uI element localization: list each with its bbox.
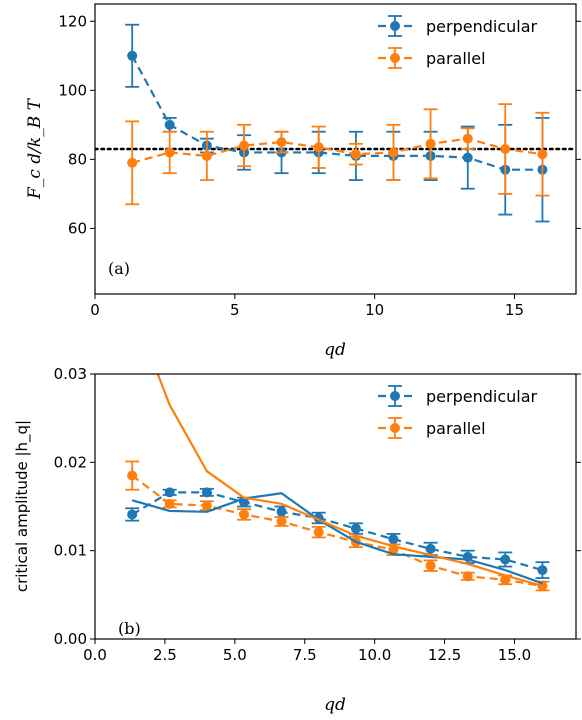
panel-b-legend: perpendicular parallel — [378, 385, 538, 439]
data-point-parallel — [127, 470, 138, 481]
legend-label-parallel: parallel — [426, 49, 486, 68]
legend-marker-perpendicular — [390, 21, 400, 31]
y-tick-label: 0.02 — [54, 453, 87, 471]
x-tick-label: 7.5 — [293, 646, 317, 664]
y-tick-label: 100 — [58, 81, 87, 99]
panel-b-plot-area — [125, 374, 550, 592]
data-point-parallel — [350, 149, 361, 160]
panel-a-plot-area — [95, 23, 576, 223]
y-tick-label: 0.00 — [54, 630, 87, 648]
data-point-parallel — [500, 144, 511, 154]
data-point-parallel — [127, 157, 138, 168]
data-point-perpendicular — [127, 509, 138, 520]
x-tick-label: 10.0 — [358, 646, 391, 664]
panel-b-ylabel: critical amplitude |h_q| — [13, 420, 32, 592]
data-point-parallel — [201, 500, 212, 511]
model-line-perpendicular — [131, 492, 543, 585]
panel-a-ticks: 0 5 10 15 60 80 100 120 — [58, 12, 581, 319]
data-point-parallel — [164, 147, 175, 158]
panel-a-ylabel: F_c d/k_B T — [25, 97, 45, 200]
data-point-perpendicular — [500, 554, 511, 565]
data-point-parallel — [239, 509, 250, 520]
panel-b-xlabel: qd — [324, 695, 346, 715]
y-tick-label: 0.03 — [54, 365, 87, 383]
series-line-parallel — [131, 137, 543, 164]
data-point-parallel — [313, 527, 324, 538]
series-line-perpendicular — [131, 491, 543, 572]
data-point-parallel — [239, 140, 250, 151]
x-tick-label: 5 — [230, 301, 240, 319]
data-point-parallel — [425, 560, 436, 571]
panel-a-legend: perpendicular parallel — [378, 15, 538, 69]
data-point-parallel — [462, 571, 473, 582]
panel-b: 0.0 2.5 5.0 7.5 10.0 12.5 15.0 0.00 0.01 0.02 0.03… — [13, 365, 581, 715]
x-tick-label: 15.0 — [498, 646, 531, 664]
data-point-perpendicular — [537, 565, 548, 576]
data-point-parallel — [276, 516, 287, 527]
data-point-perpendicular — [350, 523, 361, 534]
legend-marker-parallel — [390, 423, 400, 433]
x-tick-label: 10 — [365, 301, 384, 319]
panel-b-ticks: 0.0 2.5 5.0 7.5 10.0 12.5 15.0 0.00 0.01 0.02 0.03 — [54, 365, 581, 664]
y-tick-label: 80 — [68, 150, 87, 168]
x-tick-label: 0.0 — [83, 646, 107, 664]
data-point-perpendicular — [164, 119, 175, 130]
data-point-perpendicular — [462, 152, 473, 163]
model-line-parallel — [156, 374, 543, 588]
x-tick-label: 0 — [90, 301, 100, 319]
panel-a: 0 5 10 15 60 80 100 120 (a) qd F_c d/k_B T perp… — [25, 3, 581, 360]
data-point-perpendicular — [201, 487, 212, 498]
panel-b-frame — [94, 373, 577, 640]
data-point-perpendicular — [127, 50, 138, 61]
legend-label-parallel: parallel — [426, 419, 486, 438]
data-point-perpendicular — [164, 487, 175, 498]
data-point-parallel — [425, 138, 436, 149]
data-point-parallel — [201, 150, 212, 161]
legend-marker-perpendicular — [390, 391, 400, 401]
y-tick-label: 60 — [68, 219, 87, 237]
panel-a-xlabel: qd — [324, 340, 346, 360]
legend-label-perpendicular: perpendicular — [426, 17, 538, 36]
data-point-parallel — [462, 133, 473, 144]
x-tick-label: 12.5 — [428, 646, 461, 664]
data-point-perpendicular — [425, 543, 436, 554]
data-point-parallel — [537, 149, 548, 160]
y-tick-label: 120 — [58, 12, 87, 30]
y-tick-label: 0.01 — [54, 542, 87, 560]
x-tick-label: 2.5 — [153, 646, 177, 664]
legend-marker-parallel — [390, 53, 400, 63]
data-point-parallel — [276, 137, 287, 148]
legend-label-perpendicular: perpendicular — [426, 387, 538, 406]
data-point-parallel — [313, 142, 324, 153]
data-point-parallel — [500, 574, 511, 585]
data-point-parallel — [388, 147, 399, 158]
x-tick-label: 15 — [505, 301, 524, 319]
series-line-perpendicular — [131, 55, 543, 171]
data-point-parallel — [164, 498, 175, 509]
panel-a-frame — [94, 3, 577, 295]
x-tick-label: 5.0 — [223, 646, 247, 664]
data-point-perpendicular — [276, 506, 287, 517]
panel-b-label: (b) — [118, 619, 141, 638]
panel-a-label: (a) — [108, 259, 130, 278]
data-point-perpendicular — [388, 534, 399, 545]
